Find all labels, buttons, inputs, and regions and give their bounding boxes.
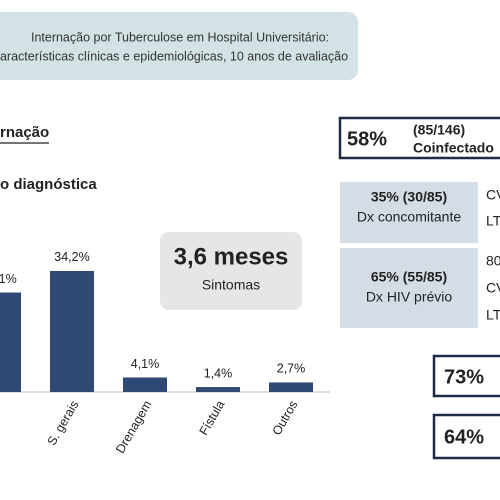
title-line: Internação por Tuberculose em Hospital U… (31, 30, 329, 44)
stat-box (432, 354, 500, 398)
title-line: aracterísticas clínicas e epidemiológica… (0, 49, 348, 63)
stat-value: 64% (444, 426, 484, 448)
group-label: Dx concomitante (357, 209, 461, 225)
stat-box (432, 413, 500, 460)
group-title: 65% (55/85) (371, 269, 447, 285)
group-side: CV (486, 187, 500, 203)
value-label: 2,7% (277, 362, 306, 376)
coinfection-box (338, 116, 500, 160)
coinfection-percent: 58% (347, 128, 387, 150)
bar (196, 387, 240, 392)
group-side: 80 (486, 253, 500, 269)
value-label: 1,4% (204, 366, 233, 380)
category-label: Drenagem (113, 398, 154, 456)
title-box (0, 12, 358, 80)
category-label: Fístula (197, 398, 228, 438)
value-label: 34,2% (54, 250, 89, 264)
category-label: S. gerais (45, 398, 82, 448)
value-label: 28,1% (0, 272, 17, 286)
bar (0, 292, 21, 392)
stat-value: 73% (444, 366, 484, 388)
category-label: Outros (270, 398, 301, 437)
bar (50, 270, 94, 392)
group-side: CV (486, 280, 500, 296)
group-side: LT (486, 307, 500, 323)
bar (269, 382, 313, 392)
heading: rnação (0, 124, 49, 141)
value-label: 4,1% (131, 357, 160, 371)
group-title: 35% (30/85) (371, 189, 447, 205)
bar (123, 377, 167, 392)
symptom-box (160, 232, 302, 310)
coinfection-count: (85/146) (413, 122, 465, 138)
group-box (340, 182, 478, 243)
group-label: Dx HIV prévio (366, 289, 453, 305)
group-box (340, 248, 478, 328)
subheading: o diagnóstica (0, 176, 97, 193)
group-side: LT (486, 213, 500, 229)
symptom-value: 3,6 meses (174, 243, 289, 270)
symptom-label: Sintomas (202, 277, 260, 293)
coinfection-label: Coinfectado (413, 140, 494, 156)
